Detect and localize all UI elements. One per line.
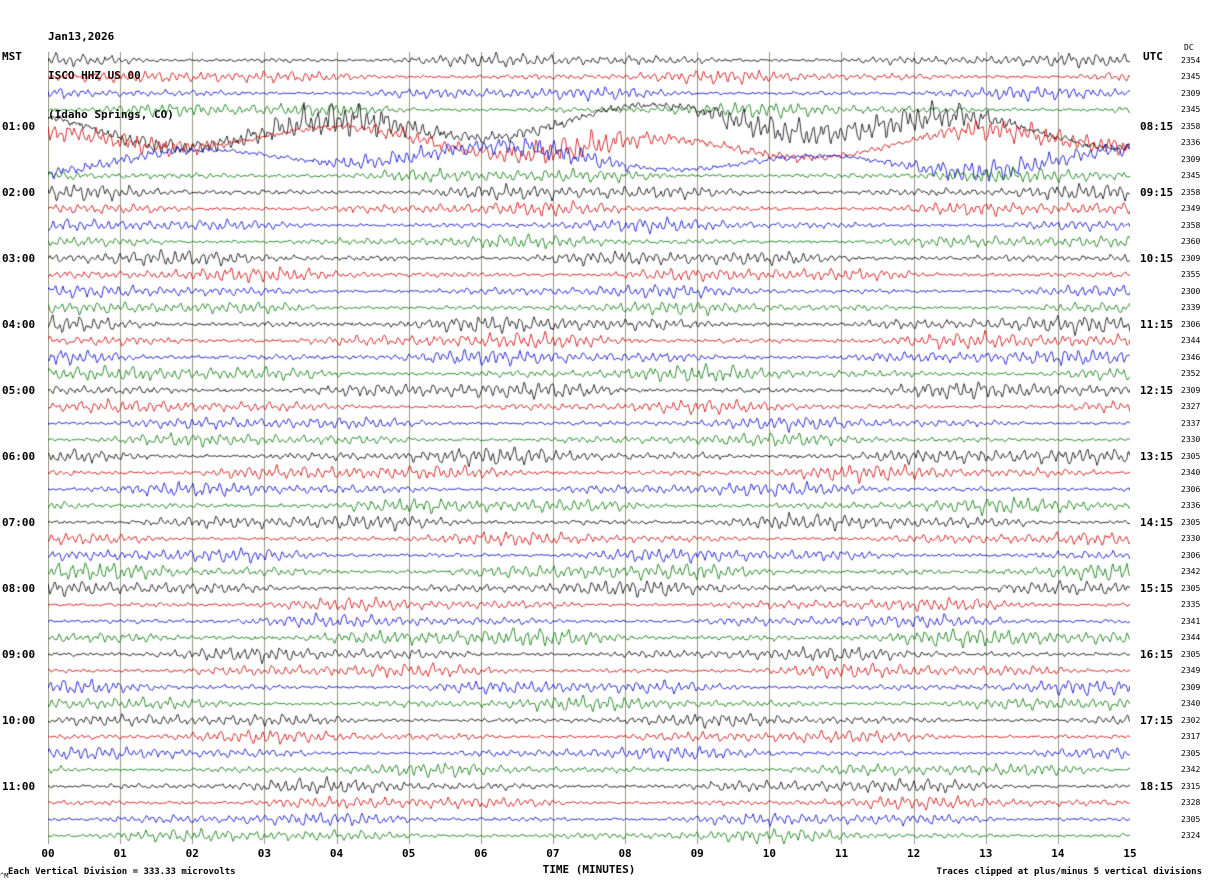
left-hour-label: 02:00 <box>2 185 36 199</box>
dc-offset-value: 2327 <box>1181 402 1201 412</box>
dc-offset-value: 2349 <box>1181 204 1201 214</box>
dc-offset-value: 2330 <box>1181 435 1201 445</box>
title-date: Jan13,2026 <box>48 30 115 43</box>
dc-offset-value: 2341 <box>1181 616 1201 626</box>
x-tick-label: 10 <box>762 847 776 860</box>
dc-offset-value: 2306 <box>1181 550 1201 560</box>
dc-offset-value: 2309 <box>1181 88 1201 98</box>
x-tick-label: 07 <box>546 847 560 860</box>
corner-mark: ^M <box>0 872 9 880</box>
dc-offset-value: 2339 <box>1181 303 1201 313</box>
scale-note: Each Vertical Division = 333.33 microvol… <box>8 867 236 877</box>
dc-offset-value: 2324 <box>1181 831 1201 841</box>
x-tick-label: 11 <box>834 847 849 860</box>
x-tick-label: 06 <box>474 847 488 860</box>
dc-offset-value: 2305 <box>1181 583 1201 593</box>
left-axis-header: MST <box>2 50 22 63</box>
dc-offset-value: 2335 <box>1181 600 1201 610</box>
right-hour-label: 16:15 <box>1140 647 1174 661</box>
dc-offset-value: 2306 <box>1181 319 1201 329</box>
left-hour-label: 03:00 <box>2 251 36 265</box>
dc-offset-value: 2342 <box>1181 765 1201 775</box>
x-tick-label: 09 <box>690 847 704 860</box>
dc-offset-value: 2330 <box>1181 534 1201 544</box>
dc-offset-value: 2309 <box>1181 682 1201 692</box>
dc-offset-value: 2315 <box>1181 781 1201 791</box>
right-hour-label: 13:15 <box>1140 449 1174 463</box>
dc-offset-value: 2344 <box>1181 633 1201 643</box>
right-hour-label: 15:15 <box>1140 581 1174 595</box>
dc-column-header: DC <box>1184 43 1194 52</box>
dc-offset-value: 2309 <box>1181 154 1201 164</box>
x-tick-label: 00 <box>41 847 55 860</box>
left-hour-label: 09:00 <box>2 647 36 661</box>
x-tick-label: 05 <box>402 847 416 860</box>
dc-offset-value: 2345 <box>1181 72 1201 82</box>
dc-offset-value: 2355 <box>1181 270 1201 280</box>
right-hour-label: 08:15 <box>1140 119 1174 133</box>
left-hour-label: 10:00 <box>2 713 36 727</box>
x-tick-label: 08 <box>618 847 632 860</box>
dc-offset-value: 2358 <box>1181 220 1201 230</box>
x-axis-title: TIME (MINUTES) <box>542 863 636 876</box>
right-hour-label: 09:15 <box>1140 185 1174 199</box>
left-hour-label: 05:00 <box>2 383 36 397</box>
x-tick-label: 01 <box>113 847 127 860</box>
dc-offset-value: 2344 <box>1181 336 1201 346</box>
dc-offset-value: 2317 <box>1181 732 1201 742</box>
dc-offset-value: 2305 <box>1181 748 1201 758</box>
dc-offset-value: 2358 <box>1181 121 1201 131</box>
right-hour-label: 14:15 <box>1140 515 1174 529</box>
x-tick-label: 12 <box>906 847 921 860</box>
right-hour-label: 17:15 <box>1140 713 1174 727</box>
dc-offset-value: 2358 <box>1181 187 1201 197</box>
right-hour-label: 10:15 <box>1140 251 1174 265</box>
dc-offset-value: 2336 <box>1181 138 1201 148</box>
left-hour-label: 07:00 <box>2 515 36 529</box>
right-hour-label: 11:15 <box>1140 317 1174 331</box>
dc-offset-value: 2328 <box>1181 798 1201 808</box>
x-tick-label: 02 <box>185 847 199 860</box>
dc-offset-value: 2340 <box>1181 468 1201 478</box>
dc-offset-value: 2302 <box>1181 715 1201 725</box>
dc-offset-value: 2340 <box>1181 699 1201 709</box>
dc-offset-value: 2352 <box>1181 369 1201 379</box>
dc-offset-value: 2309 <box>1181 385 1201 395</box>
left-hour-label: 04:00 <box>2 317 36 331</box>
dc-offset-value: 2354 <box>1181 55 1201 65</box>
dc-offset-value: 2309 <box>1181 253 1201 263</box>
x-tick-label: 15 <box>1123 847 1137 860</box>
left-hour-label: 01:00 <box>2 119 36 133</box>
dc-offset-value: 2306 <box>1181 484 1201 494</box>
right-hour-label: 18:15 <box>1140 779 1174 793</box>
x-tick-label: 04 <box>329 847 344 860</box>
dc-offset-value: 2342 <box>1181 567 1201 577</box>
dc-offset-value: 2345 <box>1181 105 1201 115</box>
left-hour-label: 11:00 <box>2 779 36 793</box>
dc-offset-value: 2305 <box>1181 814 1201 824</box>
dc-offset-value: 2337 <box>1181 418 1201 428</box>
dc-offset-value: 2346 <box>1181 352 1201 362</box>
dc-offset-value: 2305 <box>1181 649 1201 659</box>
dc-offset-value: 2300 <box>1181 286 1201 296</box>
dc-offset-value: 2305 <box>1181 517 1201 527</box>
dc-offset-value: 2360 <box>1181 237 1201 247</box>
left-hour-label: 08:00 <box>2 581 36 595</box>
x-tick-label: 03 <box>257 847 272 860</box>
dc-offset-value: 2336 <box>1181 501 1201 511</box>
x-tick-label: 13 <box>979 847 993 860</box>
left-hour-label: 06:00 <box>2 449 36 463</box>
dc-offset-value: 2345 <box>1181 171 1201 181</box>
dc-offset-value: 2305 <box>1181 451 1201 461</box>
dc-offset-value: 2349 <box>1181 666 1201 676</box>
clip-note: Traces clipped at plus/minus 5 vertical … <box>936 867 1202 877</box>
seismogram-canvas <box>48 52 1130 844</box>
x-tick-label: 14 <box>1051 847 1065 860</box>
right-axis-header: UTC <box>1143 50 1163 63</box>
right-hour-label: 12:15 <box>1140 383 1174 397</box>
